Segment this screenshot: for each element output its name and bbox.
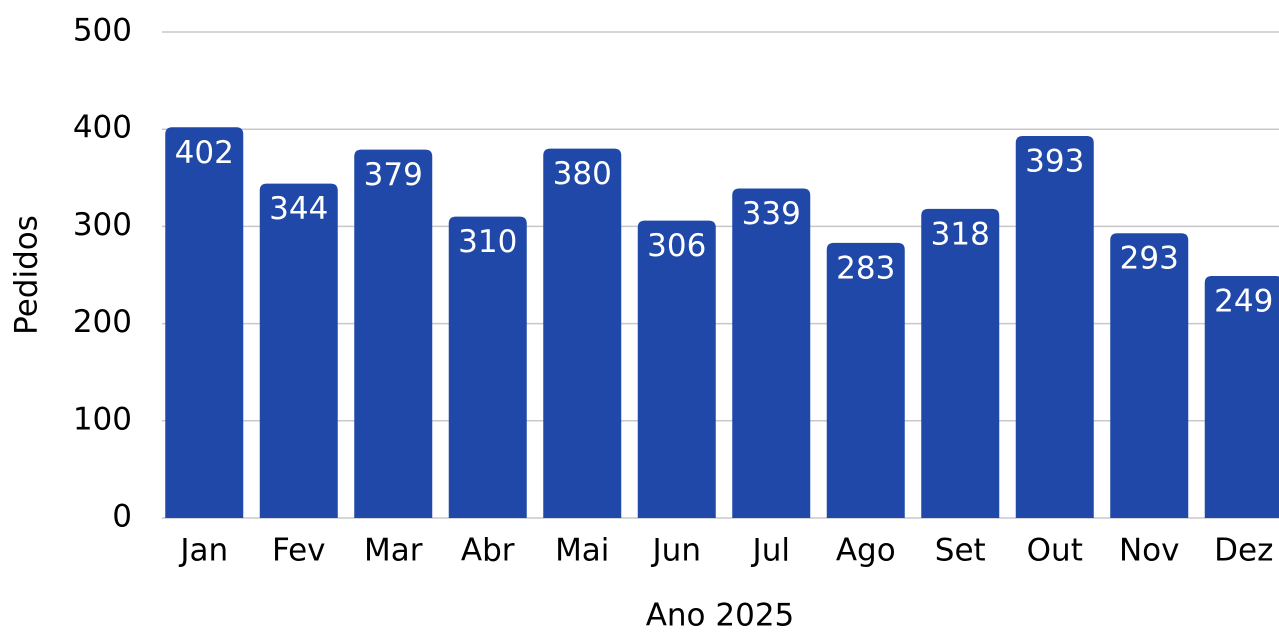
y-tick-label: 300 — [73, 207, 132, 243]
bar — [1110, 233, 1189, 519]
y-tick-label: 0 — [112, 499, 132, 535]
value-label: 402 — [175, 135, 234, 171]
x-tick-label: Jun — [651, 533, 701, 569]
value-label: 310 — [458, 224, 517, 260]
x-axis-label: Ano 2025 — [646, 598, 795, 634]
value-label: 293 — [1120, 241, 1179, 277]
bar — [1204, 275, 1279, 518]
y-tick-label: 200 — [73, 304, 132, 340]
bar — [637, 220, 716, 518]
bar — [732, 188, 811, 518]
bar — [921, 208, 1000, 519]
value-label: 318 — [931, 216, 990, 252]
bar — [259, 183, 338, 518]
x-tick-label: Mar — [364, 533, 423, 569]
value-label: 306 — [647, 228, 706, 264]
bar — [543, 148, 622, 518]
x-tick-label: Fev — [272, 533, 326, 569]
x-tick-label: Ago — [836, 533, 896, 569]
bar — [826, 242, 905, 518]
value-label: 249 — [1214, 283, 1273, 319]
value-label: 380 — [553, 156, 612, 192]
x-tick-label: Abr — [461, 533, 515, 569]
x-tick-label: Jan — [178, 533, 228, 569]
bar — [165, 127, 244, 519]
y-tick-label: 400 — [73, 110, 132, 146]
y-tick-label: 500 — [73, 13, 132, 49]
y-axis-label: Pedidos — [9, 215, 45, 335]
bar — [448, 216, 527, 518]
bar — [1015, 136, 1094, 518]
x-tick-label: Dez — [1214, 533, 1273, 569]
x-tick-label: Out — [1027, 533, 1083, 569]
x-tick-label: Jul — [751, 533, 790, 569]
bar — [354, 149, 433, 518]
x-tick-label: Mai — [555, 533, 609, 569]
x-tick-label: Set — [935, 533, 986, 569]
value-label: 339 — [742, 196, 801, 232]
value-label: 379 — [364, 157, 423, 193]
y-tick-label: 100 — [73, 401, 132, 437]
value-label: 344 — [269, 191, 328, 227]
value-label: 283 — [836, 250, 895, 286]
value-label: 393 — [1025, 144, 1084, 180]
x-tick-label: Nov — [1119, 533, 1180, 569]
